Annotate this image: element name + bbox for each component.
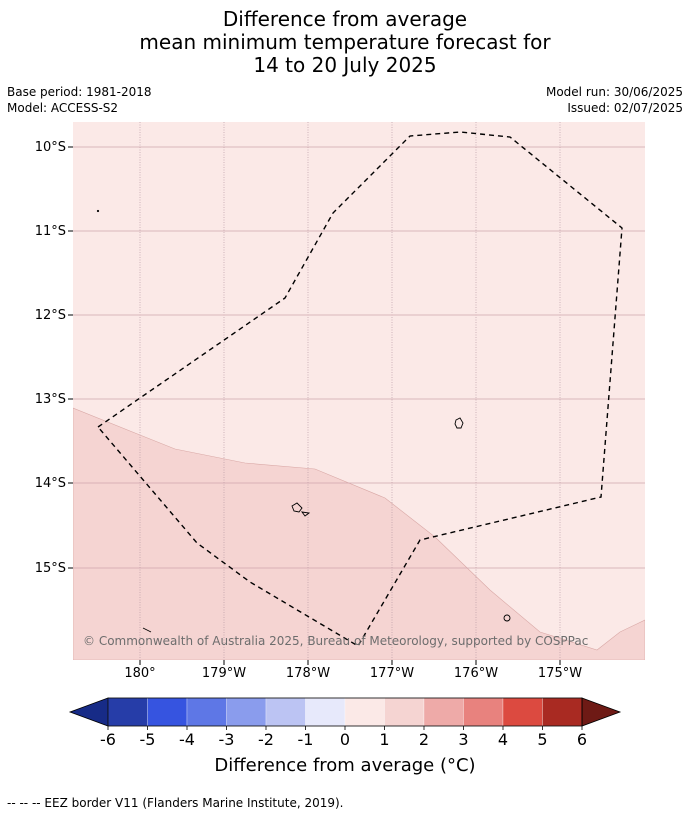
lat-label: 13°S <box>35 392 66 407</box>
map-frame-ticks <box>68 146 561 665</box>
lon-label: 176°W <box>454 666 498 681</box>
eez-source-note: -- -- -- EEZ border V11 (Flanders Marine… <box>7 796 344 810</box>
colorbar-segment <box>107 697 148 727</box>
chart-title: Difference from average mean minimum tem… <box>0 8 690 77</box>
colorbar-tick-label: 1 <box>379 730 389 749</box>
island-outline <box>96 209 100 213</box>
islands <box>96 209 511 633</box>
colorbar-segment <box>305 697 346 727</box>
lat-label: 15°S <box>35 561 66 576</box>
lat-label: 10°S <box>35 140 66 155</box>
colorbar-tick-label: 4 <box>498 730 508 749</box>
lat-label: 14°S <box>35 476 66 491</box>
copyright-notice: © Commonwealth of Australia 2025, Bureau… <box>83 634 588 648</box>
colorbar-segment <box>423 697 464 727</box>
island-outline <box>300 511 311 517</box>
colorbar-segment <box>384 697 425 727</box>
colorbar-segment <box>344 697 385 727</box>
colorbar-ticks: -6 -5 -4 -3 -2 -1 0 1 2 3 4 5 6 <box>100 726 587 749</box>
colorbar-tick-label: -1 <box>298 730 314 749</box>
island-outline <box>503 614 511 622</box>
lon-label: 179°W <box>202 666 246 681</box>
colorbar-tick-label: -6 <box>100 730 116 749</box>
longitude-labels: 180° 179°W 178°W 177°W 176°W 175°W <box>124 666 582 681</box>
title-line-1: Difference from average <box>222 7 468 31</box>
colorbar-segment <box>226 697 267 727</box>
model-run: Model run: 30/06/2025 <box>545 85 683 99</box>
colorbar-tick-label: -2 <box>258 730 274 749</box>
latitude-lines <box>73 146 645 569</box>
lat-label: 11°S <box>35 224 66 239</box>
lon-label: 178°W <box>286 666 330 681</box>
colorbar <box>68 697 622 727</box>
graticule <box>139 122 561 660</box>
anomaly-region-high <box>73 407 645 660</box>
lat-label: 12°S <box>35 308 66 323</box>
colorbar-segment <box>502 697 543 727</box>
colorbar-tick-label: 2 <box>419 730 429 749</box>
island-outline <box>291 502 303 513</box>
lon-label: 175°W <box>538 666 582 681</box>
colorbar-extension-high <box>581 697 622 727</box>
colorbar-tick-label: 0 <box>340 730 350 749</box>
colorbar-extension-low <box>68 697 109 727</box>
colorbar-segment <box>147 697 188 727</box>
title-line-3: 14 to 20 July 2025 <box>253 53 437 77</box>
colorbar-segment <box>186 697 227 727</box>
island-outline <box>142 627 152 633</box>
colorbar-segment <box>463 697 504 727</box>
colorbar-tick-label: -5 <box>140 730 156 749</box>
island-outline <box>454 417 464 429</box>
colorbar-segment <box>265 697 306 727</box>
meta-left: Base period: 1981-2018 Model: ACCESS-S2 <box>7 84 152 116</box>
lon-label: 180° <box>124 666 155 681</box>
title-line-2: mean minimum temperature forecast for <box>139 30 551 54</box>
base-period: Base period: 1981-2018 <box>7 85 152 99</box>
colorbar-label: Difference from average (°C) <box>214 755 476 776</box>
latitude-labels: 10°S 11°S 12°S 13°S 14°S 15°S <box>35 140 66 576</box>
meta-right: Model run: 30/06/2025 Issued: 02/07/2025 <box>546 84 683 116</box>
map-area: © Commonwealth of Australia 2025, Bureau… <box>73 122 645 660</box>
model-name: Model: ACCESS-S2 <box>7 101 119 115</box>
lon-label: 177°W <box>370 666 414 681</box>
colorbar-segment <box>542 697 583 727</box>
eez-border <box>96 131 623 647</box>
colorbar-tick-label: -4 <box>179 730 195 749</box>
colorbar-tick-label: 6 <box>577 730 587 749</box>
colorbar-tick-label: 5 <box>537 730 547 749</box>
colorbar-tick-label: 3 <box>458 730 468 749</box>
issued-date: Issued: 02/07/2025 <box>567 101 683 115</box>
colorbar-tick-label: -3 <box>219 730 235 749</box>
